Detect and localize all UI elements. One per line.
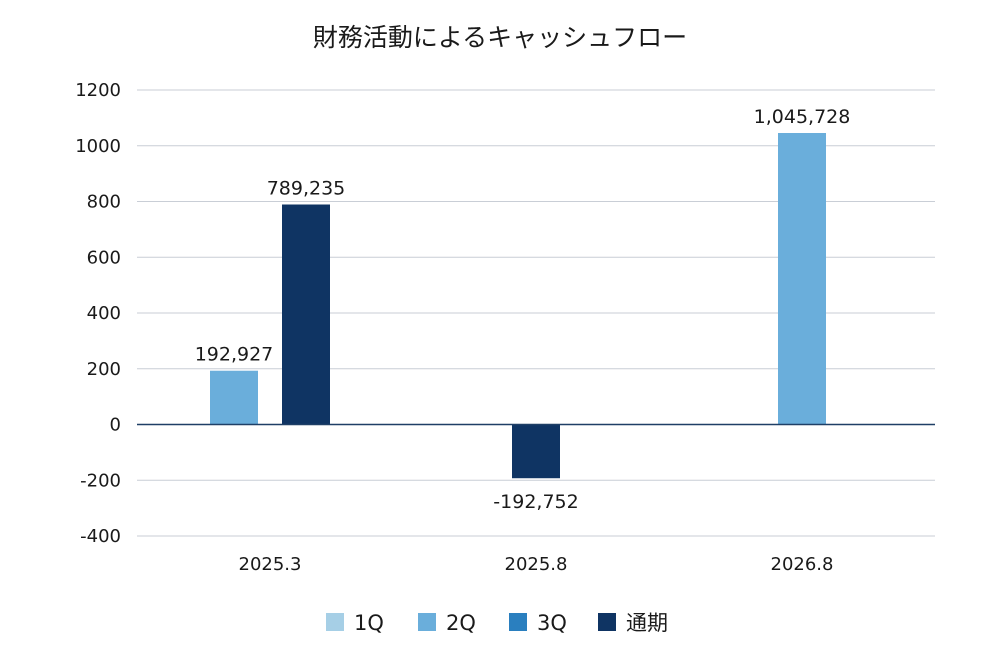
y-tick-label: -400 (80, 526, 121, 547)
y-tick-label: 1200 (75, 80, 121, 101)
y-tick-label: 800 (87, 192, 121, 213)
y-tick-label: 0 (110, 415, 121, 436)
bar-2Q-2025.3 (210, 370, 258, 425)
legend-label: 3Q (537, 611, 567, 635)
y-axis-ticks: 1200 1000 800 600 400 200 0 -200 -400 (75, 80, 121, 547)
bar-2Q-2026.8 (778, 133, 826, 425)
legend-swatch (418, 613, 436, 631)
legend-swatch (326, 613, 344, 631)
data-label: 789,235 (267, 178, 346, 200)
y-tick-label: 400 (87, 303, 121, 324)
data-labels: 192,927 789,235 -192,752 1,045,728 (195, 106, 851, 513)
data-label: 1,045,728 (754, 106, 851, 128)
x-axis-ticks: 2025.3 2025.8 2026.8 (239, 554, 834, 575)
legend-label: 2Q (446, 611, 476, 635)
data-label: -192,752 (493, 491, 578, 513)
x-tick-label: 2026.8 (771, 554, 834, 575)
y-tick-label: 200 (87, 359, 121, 380)
legend-label: 1Q (354, 611, 384, 635)
legend: 1Q 2Q 3Q 通期 (326, 611, 668, 635)
data-label: 192,927 (195, 344, 274, 366)
legend-swatch (509, 613, 527, 631)
bar-通期-2025.8 (512, 424, 560, 479)
chart-title: 財務活動によるキャッシュフロー (313, 23, 687, 52)
gridlines (137, 89, 935, 537)
legend-swatch (598, 613, 616, 631)
y-tick-label: 600 (87, 247, 121, 268)
y-tick-label: -200 (80, 470, 121, 491)
bar-通期-2025.3 (282, 204, 330, 425)
x-tick-label: 2025.3 (239, 554, 302, 575)
legend-label: 通期 (626, 611, 668, 635)
y-tick-label: 1000 (75, 136, 121, 157)
x-tick-label: 2025.8 (505, 554, 568, 575)
bars (210, 133, 826, 479)
